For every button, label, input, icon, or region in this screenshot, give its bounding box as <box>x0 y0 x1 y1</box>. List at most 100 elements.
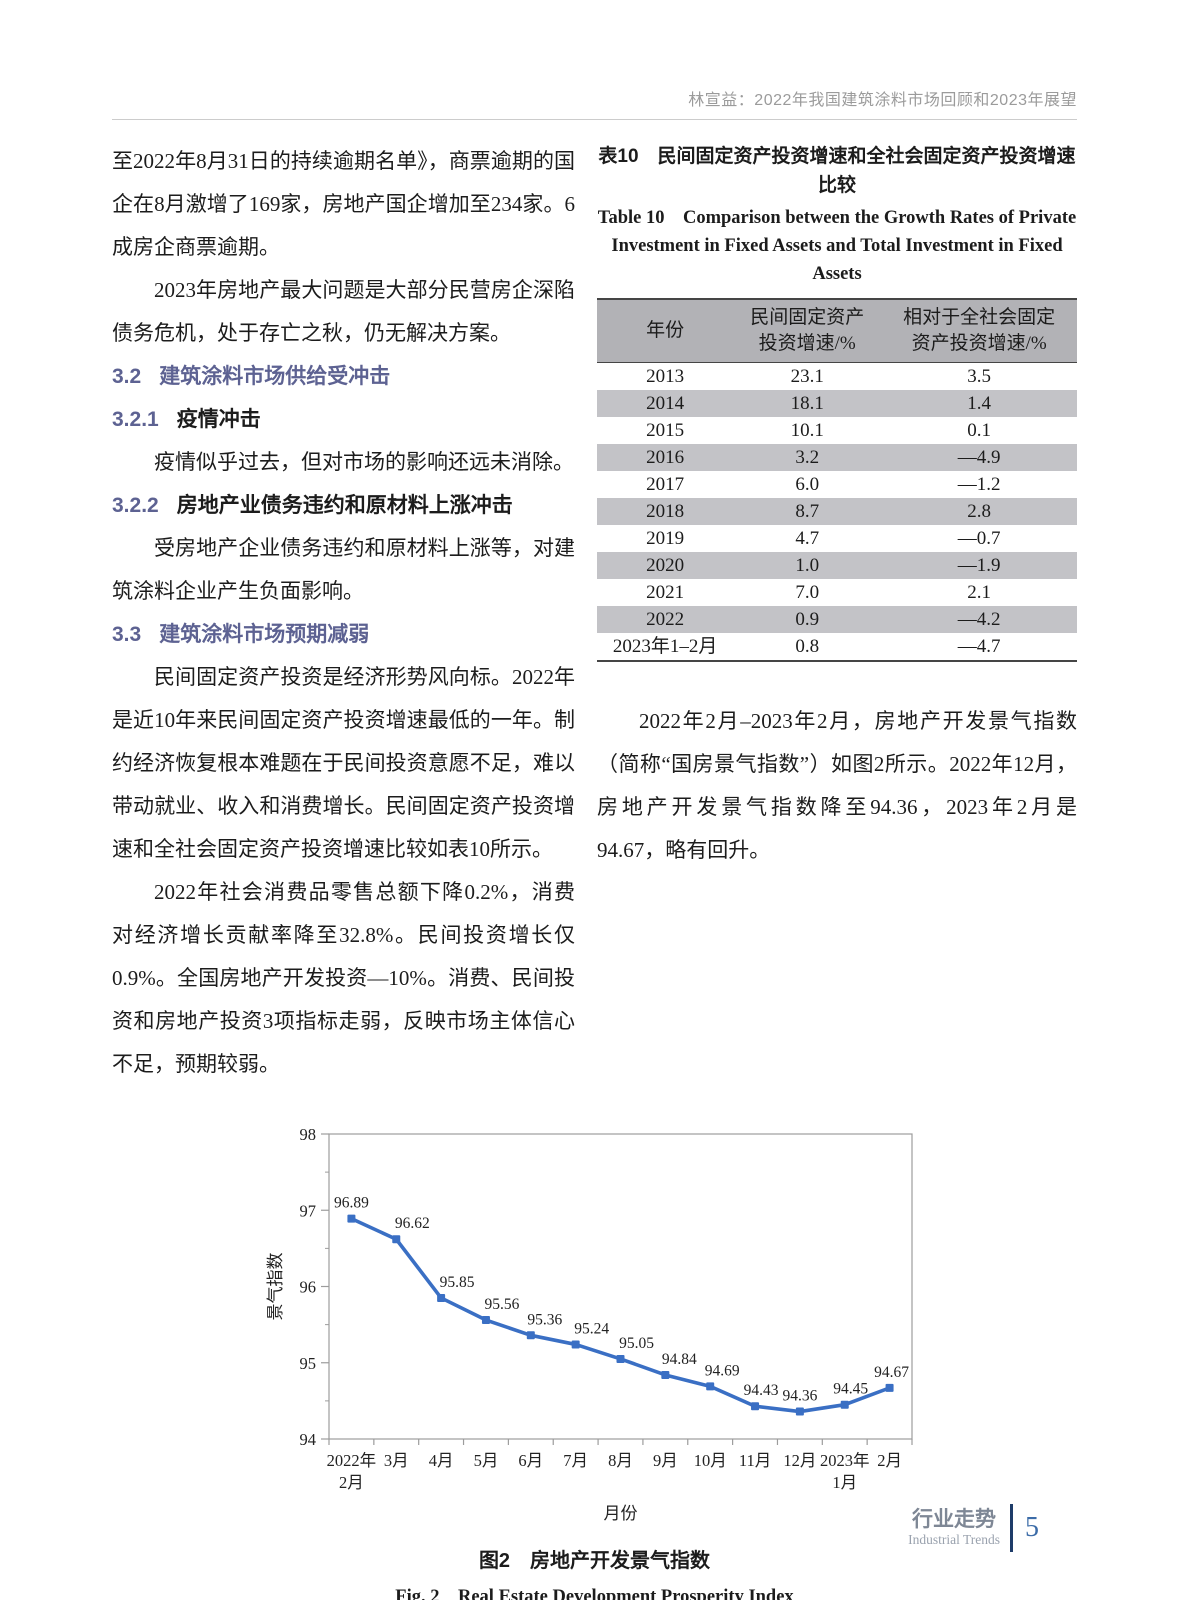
section-heading-3-2: 3.2 建筑涂料市场供给受冲击 <box>112 355 575 398</box>
paragraph: 至2022年8月31日的持续逾期名单》，商票逾期的国企在8月激增了169家，房地… <box>112 149 575 259</box>
svg-text:96.62: 96.62 <box>394 1215 429 1232</box>
table-cell: 4.7 <box>795 528 820 549</box>
table-cell: —1.9 <box>957 555 1001 576</box>
figure-2: 94 95 96 97 98 2022年 2月 3月 4月 5月 6月 7月 8月 9月 10月 11月 12月… <box>265 1112 925 1600</box>
table-cell: 8.7 <box>795 501 820 522</box>
svg-text:94: 94 <box>299 1430 316 1449</box>
table10: 年份 民间固定资产 投资增速/% 相对于全社会固定 资产投资增速/% 2013 23.1 3… <box>597 298 1077 662</box>
table-cell: 2019 <box>646 528 685 549</box>
table-cell: 2014 <box>646 393 685 414</box>
table-cell: —0.7 <box>957 528 1001 549</box>
svg-text:98: 98 <box>299 1125 316 1144</box>
table-cell: —4.7 <box>957 636 1001 657</box>
svg-text:2023年: 2023年 <box>819 1451 869 1470</box>
table-row: 2016 3.2 —4.9 <box>597 444 1077 471</box>
svg-text:94.69: 94.69 <box>704 1362 739 1379</box>
table-cell: 2015 <box>646 420 685 441</box>
svg-text:95.36: 95.36 <box>527 1311 562 1328</box>
table-row: 2022 0.9 —4.2 <box>597 606 1077 633</box>
svg-text:95: 95 <box>299 1354 316 1373</box>
svg-text:95.05: 95.05 <box>619 1335 654 1352</box>
table-cell: 3.2 <box>795 447 820 468</box>
svg-text:2022年: 2022年 <box>326 1451 376 1470</box>
table-row: 2014 18.1 1.4 <box>597 390 1077 417</box>
table-cell: 2018 <box>646 501 685 522</box>
table-cell: 7.0 <box>795 582 820 603</box>
table-cell: 0.8 <box>795 636 820 657</box>
running-head: 林宣益：2022年我国建筑涂料市场回顾和2023年展望 <box>112 0 1077 120</box>
left-column-top: 至2022年8月31日的持续逾期名单》，商票逾期的国企在8月激增了169家，房地… <box>112 140 575 1086</box>
figure-caption-en: Fig. 2 Real Estate Development Prosperit… <box>395 1587 794 1600</box>
top-columns: 至2022年8月31日的持续逾期名单》，商票逾期的国企在8月激增了169家，房地… <box>112 140 1077 1086</box>
footer-label-en: Industrial Trends <box>908 1531 1000 1547</box>
table-cell: 2020 <box>646 555 685 576</box>
paragraph: 民间固定资产投资是经济形势风向标。2022年是近10年来民间固定资产投资增速最低… <box>112 665 575 861</box>
svg-text:7月: 7月 <box>563 1451 588 1470</box>
svg-text:96: 96 <box>299 1278 316 1297</box>
table10-head-row: 年份 民间固定资产 投资增速/% 相对于全社会固定 资产投资增速/% <box>597 299 1077 363</box>
svg-text:96.89: 96.89 <box>333 1195 368 1212</box>
table-cell: 6.0 <box>795 474 820 495</box>
subsection-heading-3-2-2: 3.2.2 房地产业债务违约和原材料上涨冲击 <box>112 484 575 527</box>
table-cell: 2.1 <box>967 582 991 603</box>
svg-text:95.24: 95.24 <box>574 1320 609 1337</box>
svg-text:12月: 12月 <box>783 1451 816 1470</box>
page-number: 5 <box>1025 1512 1039 1543</box>
table-row: 2019 4.7 —0.7 <box>597 525 1077 552</box>
svg-text:1月: 1月 <box>832 1473 857 1492</box>
section-title: 建筑涂料市场供给受冲击 <box>159 365 391 388</box>
table10-head: 年份 民间固定资产 投资增速/% 相对于全社会固定 资产投资增速/% <box>597 299 1077 363</box>
svg-text:94.67: 94.67 <box>874 1364 909 1381</box>
svg-text:10月: 10月 <box>693 1451 726 1470</box>
svg-text:4月: 4月 <box>428 1451 453 1470</box>
svg-text:94.84: 94.84 <box>661 1351 696 1368</box>
section-number: 3.3 <box>112 623 142 646</box>
table-cell: 2017 <box>646 474 685 495</box>
svg-text:11月: 11月 <box>738 1451 770 1470</box>
subsection-title: 房地产业债务违约和原材料上涨冲击 <box>176 493 513 517</box>
prosperity-index-line-chart: 94 95 96 97 98 2022年 2月 3月 4月 5月 6月 7月 8月 9月 10月 11月 12月… <box>266 1125 913 1523</box>
paragraph: 疫情似乎过去，但对市场的影响还远未消除。 <box>154 450 574 474</box>
page-footer: 行业走势 Industrial Trends 5 <box>908 1504 1039 1552</box>
svg-text:94.45: 94.45 <box>833 1381 868 1398</box>
table-cell: 1.4 <box>967 393 991 414</box>
table-title-cn: 表10 民间固定资产投资增速和全社会固定资产投资增速比较 <box>598 146 1076 196</box>
table-cell: 2022 <box>646 609 685 630</box>
paragraph: 2023年房地产最大问题是大部分民营房企深陷债务危机，处于存亡之秋，仍无解决方案… <box>112 278 575 345</box>
svg-text:94.43: 94.43 <box>743 1382 778 1399</box>
column-header: 年份 <box>597 299 734 363</box>
table-cell: 3.5 <box>967 366 991 387</box>
svg-text:95.56: 95.56 <box>484 1296 519 1313</box>
svg-text:景气指数: 景气指数 <box>266 1253 285 1321</box>
table-cell: —4.9 <box>957 447 1001 468</box>
subsection-title: 疫情冲击 <box>176 407 261 431</box>
right-column-top: 表10 民间固定资产投资增速和全社会固定资产投资增速比较 Table 10 Co… <box>597 140 1077 1086</box>
table-cell: 2016 <box>646 447 685 468</box>
svg-text:9月: 9月 <box>652 1451 677 1470</box>
footer-labels: 行业走势 Industrial Trends <box>908 1508 1010 1548</box>
table-cell: 2023年1–2月 <box>612 636 718 657</box>
paragraph: 2022年社会消费品零售总额下降0.2%，消费对经济增长贡献率降至32.8%。民… <box>112 880 575 1076</box>
svg-text:95.85: 95.85 <box>439 1274 474 1291</box>
svg-text:5月: 5月 <box>473 1451 498 1470</box>
figure-caption-cn: 图2 房地产开发景气指数 <box>478 1550 711 1572</box>
table10-body: 2013 23.1 3.5 2014 18.1 1.4 2015 10.1 0.1 2016 3.2… <box>597 363 1077 662</box>
table-cell: 2021 <box>646 582 685 603</box>
table-cell: 1.0 <box>795 555 820 576</box>
table-row: 2023年1–2月 0.8 —4.7 <box>597 633 1077 661</box>
column-header: 民间固定资产 投资增速/% <box>733 299 882 363</box>
svg-text:月份: 月份 <box>603 1504 637 1523</box>
svg-text:97: 97 <box>299 1201 316 1220</box>
table-row: 2020 1.0 —1.9 <box>597 552 1077 579</box>
table-cell: —4.2 <box>957 609 1001 630</box>
svg-text:2月: 2月 <box>877 1451 902 1470</box>
svg-text:2月: 2月 <box>339 1473 364 1492</box>
svg-text:3月: 3月 <box>383 1451 408 1470</box>
subsection-heading-3-2-1: 3.2.1 疫情冲击 <box>112 398 575 441</box>
table-cell: 2.8 <box>967 501 991 522</box>
table-cell: 23.1 <box>790 366 824 387</box>
table-cell: 2013 <box>646 366 685 387</box>
svg-text:8月: 8月 <box>608 1451 633 1470</box>
table-cell: 0.9 <box>795 609 820 630</box>
